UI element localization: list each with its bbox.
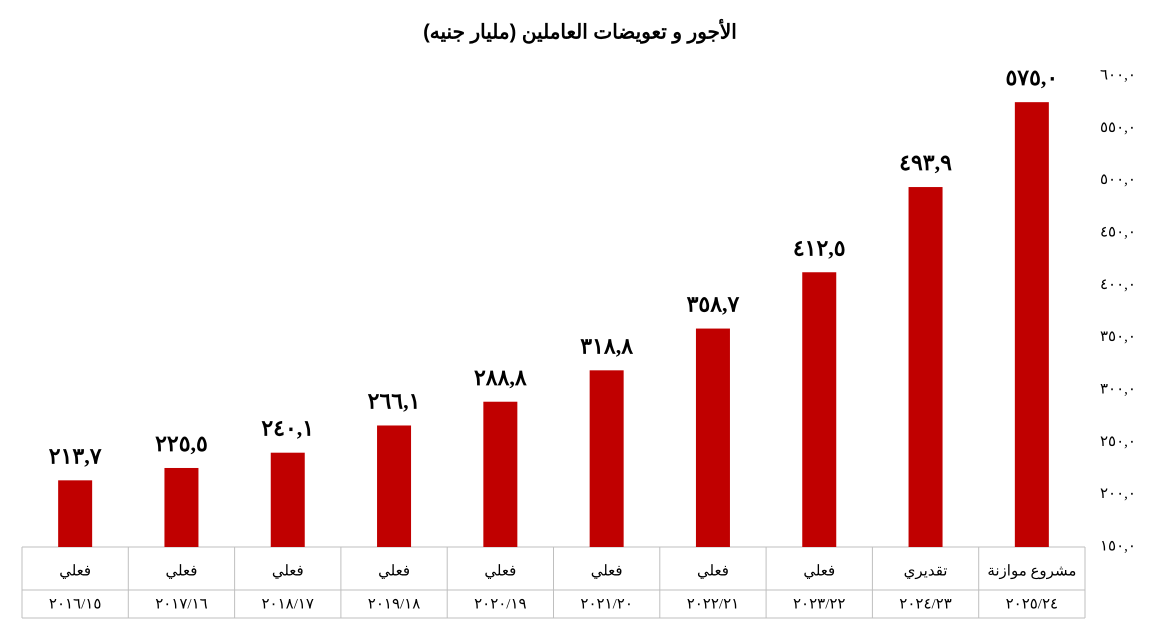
value-label: ٤٩٣,٩ <box>899 150 952 175</box>
bar <box>164 467 199 547</box>
y-tick-label: ٤٠٠,٠ <box>1100 277 1136 293</box>
x-tick-label: ٢٠٢١/٢٠ <box>580 596 633 612</box>
x-tick-status: فعلي <box>166 563 198 579</box>
bar <box>270 452 305 547</box>
bar <box>1014 102 1049 548</box>
x-tick-label: ٢٠٢٤/٢٣ <box>899 596 952 612</box>
x-tick-label: ٢٠١٩/١٨ <box>368 596 421 612</box>
y-tick-label: ٥٠٠,٠ <box>1100 172 1136 188</box>
x-tick-status: فعلي <box>272 563 304 579</box>
x-tick-status: مشروع موازنة <box>987 563 1076 579</box>
bar <box>589 370 624 547</box>
x-tick-label: ٢٠١٧/١٦ <box>155 596 208 612</box>
x-tick-status: تقديري <box>904 563 948 579</box>
value-label: ٣٥٨,٧ <box>687 292 740 317</box>
x-tick-label: ٢٠٢٥/٢٤ <box>1006 596 1059 612</box>
bar <box>377 425 412 547</box>
value-label: ٢١٣,٧ <box>49 443 102 468</box>
y-tick-label: ٣٥٠,٠ <box>1100 329 1136 345</box>
value-label: ٤١٢,٥ <box>793 235 846 260</box>
x-tick-label: ٢٠٢٠/١٩ <box>474 596 527 612</box>
x-tick-status: فعلي <box>484 563 516 579</box>
x-tick-label: ٢٠٢٢/٢١ <box>687 596 740 612</box>
y-tick-label: ١٥٠,٠ <box>1100 538 1136 554</box>
x-tick-label: ٢٠٢٣/٢٢ <box>793 596 846 612</box>
x-tick-label: ٢٠١٨/١٧ <box>261 596 314 612</box>
x-tick-status: فعلي <box>59 563 91 579</box>
y-tick-label: ٦٠٠,٠ <box>1100 67 1136 83</box>
x-tick-status: فعلي <box>803 563 835 579</box>
bar <box>695 328 730 547</box>
value-label: ٢٨٨,٨ <box>474 365 527 390</box>
x-tick-status: فعلي <box>378 563 410 579</box>
y-tick-label: ٤٥٠,٠ <box>1100 224 1136 240</box>
bar <box>58 480 93 547</box>
value-label: ٣١٨,٨ <box>580 333 633 358</box>
x-tick-status: فعلي <box>591 563 623 579</box>
y-tick-label: ٢٥٠,٠ <box>1100 434 1136 450</box>
value-label: ٥٧٥,٠ <box>1005 65 1058 90</box>
chart-title: الأجور و تعويضات العاملين (مليار جنيه) <box>423 18 737 44</box>
bar <box>802 272 837 547</box>
value-label: ٢٦٦,١ <box>368 389 421 414</box>
y-tick-label: ٢٠٠,٠ <box>1100 486 1136 502</box>
x-tick-label: ٢٠١٦/١٥ <box>49 596 102 612</box>
bar <box>483 401 518 547</box>
y-tick-label: ٣٠٠,٠ <box>1100 381 1136 397</box>
y-tick-label: ٥٥٠,٠ <box>1100 120 1136 136</box>
value-label: ٢٤٠,١ <box>261 416 314 441</box>
value-label: ٢٢٥,٥ <box>155 431 208 456</box>
x-tick-status: فعلي <box>697 563 729 579</box>
bar <box>908 187 943 547</box>
